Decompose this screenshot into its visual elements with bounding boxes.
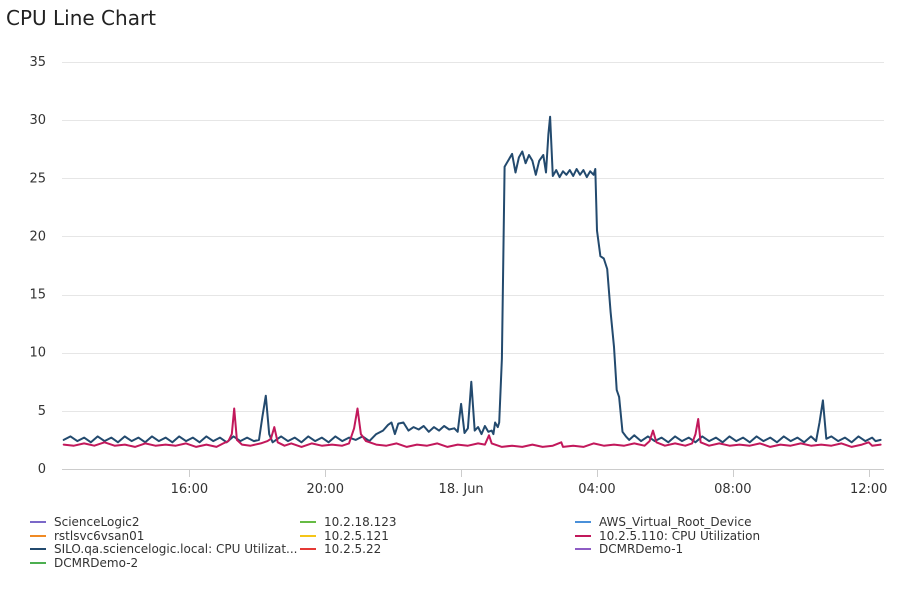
legend-label: AWS_Virtual_Root_Device — [599, 515, 752, 529]
legend-item-aws-virtual-root-device[interactable]: AWS_Virtual_Root_Device — [575, 515, 751, 529]
legend-label: 10.2.5.110: CPU Utilization — [599, 528, 761, 543]
legend-label: ScienceLogic2 — [54, 515, 140, 529]
legend-item-10-2-5-22[interactable]: 10.2.5.22 — [300, 542, 381, 556]
legend-swatch — [300, 548, 316, 550]
y-tick-label: 15 — [29, 288, 46, 303]
legend-label: SILO.qa.sciencelogic.local: CPU Utilizat… — [54, 542, 298, 556]
x-axis: 16:00 20:00 18. Jun 04:00 08:00 12:00 — [171, 469, 887, 497]
y-tick-label: 30 — [29, 113, 46, 128]
legend-label: rstlsvc6vsan01 — [54, 528, 145, 543]
chart-title: CPU Line Chart — [6, 6, 157, 30]
legend-item-rstlsvc6vsan01[interactable]: rstlsvc6vsan01 — [30, 529, 144, 543]
legend-label: 10.2.5.22 — [324, 542, 382, 556]
legend-swatch — [575, 534, 591, 537]
y-tick-label: 0 — [38, 462, 46, 477]
legend-item-10-2-18-123[interactable]: 10.2.18.123 — [300, 515, 397, 529]
legend-swatch — [300, 534, 316, 537]
legend-swatch — [30, 521, 46, 523]
legend-label: 10.2.18.123 — [324, 515, 397, 529]
legend-label: DCMRDemo-1 — [599, 542, 684, 556]
series-lines — [62, 115, 882, 448]
x-tick-label: 04:00 — [578, 482, 615, 497]
legend-item-10-2-5-110-cpu-utilization[interactable]: 10.2.5.110: CPU Utilization — [575, 529, 760, 543]
legend-swatch — [300, 521, 316, 523]
series-line-silo-qa-sciencelogic-local-cpu-utilizat[interactable] — [62, 115, 882, 444]
y-tick-label: 10 — [29, 346, 46, 361]
y-tick-label: 5 — [38, 404, 46, 419]
y-tick-label: 20 — [29, 229, 46, 244]
legend-item-dcmrdemo-1[interactable]: DCMRDemo-1 — [575, 542, 683, 556]
y-tick-label: 25 — [29, 171, 46, 186]
legend-label: DCMRDemo-2 — [54, 555, 139, 570]
x-tick-label: 20:00 — [307, 482, 344, 497]
legend-item-10-2-5-121[interactable]: 10.2.5.121 — [300, 529, 389, 543]
series-line-10-2-5-110-cpu-utilization[interactable] — [62, 407, 882, 448]
x-tick-label: 12:00 — [850, 482, 887, 497]
legend-swatch — [30, 548, 46, 550]
x-tick-label: 16:00 — [171, 482, 208, 497]
y-axis: 0 5 10 15 20 25 30 35 — [29, 55, 46, 477]
legend-item-silo-qa-sciencelogic-local-cpu-utilizat[interactable]: SILO.qa.sciencelogic.local: CPU Utilizat… — [30, 542, 298, 556]
legend-swatch — [30, 561, 46, 564]
legend-swatch — [30, 534, 46, 537]
legend-item-dcmrdemo-2[interactable]: DCMRDemo-2 — [30, 556, 138, 570]
legend-label: 10.2.5.121 — [324, 528, 389, 543]
y-tick-label: 35 — [29, 55, 46, 70]
x-tick-label: 08:00 — [714, 482, 751, 497]
legend-item-sciencelogic2[interactable]: ScienceLogic2 — [30, 515, 140, 529]
x-tick-label: 18. Jun — [439, 482, 484, 497]
legend-swatch — [575, 548, 591, 550]
legend-swatch — [575, 521, 591, 523]
